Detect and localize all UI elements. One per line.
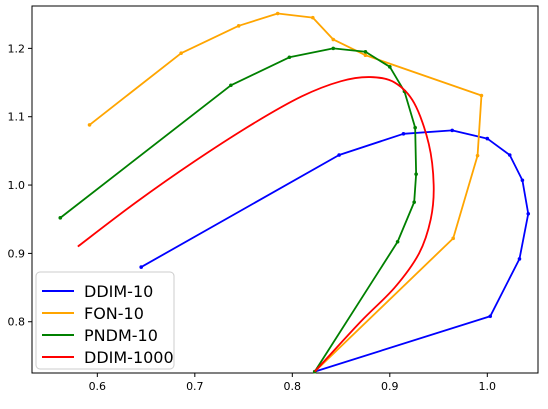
legend-label: FON-10 [84, 304, 144, 323]
data-point [488, 314, 493, 319]
data-point [388, 65, 392, 69]
data-point [507, 153, 512, 157]
data-point [414, 172, 418, 176]
data-point [475, 153, 480, 158]
y-axis: 0.8 0.9 1.0 1.1 1.2 [8, 42, 32, 329]
data-point [229, 83, 233, 88]
legend-entry: FON-10 [42, 304, 144, 323]
data-point [479, 93, 484, 98]
legend-label: PNDM-10 [84, 326, 158, 345]
data-point [87, 123, 92, 127]
data-point [58, 216, 63, 220]
series-line-pndm-10 [59, 47, 418, 373]
series-ddim-1000 [77, 76, 435, 373]
x-tick-label: 0.8 [284, 380, 302, 393]
data-point [310, 15, 315, 20]
data-point [526, 211, 531, 216]
y-tick-label: 0.9 [8, 247, 26, 260]
legend-box [35, 271, 175, 370]
legend-entries: DDIM-10 FON-10 PNDM-10 DDIM-1000 [42, 282, 174, 367]
data-point [275, 11, 280, 16]
data-point [331, 46, 336, 51]
legend-entry: DDIM-10 [42, 282, 153, 301]
data-point [337, 153, 341, 157]
x-tick-label: 0.7 [186, 380, 204, 393]
data-point [139, 265, 143, 269]
data-point [450, 128, 455, 133]
y-tick-label: 1.1 [8, 111, 26, 124]
data-point [485, 136, 490, 141]
x-tick-label: 0.9 [381, 380, 399, 393]
data-point [413, 125, 417, 130]
series-fon-10 [87, 11, 484, 374]
data-point [520, 178, 525, 183]
legend-label: DDIM-10 [84, 282, 153, 301]
data-point [331, 37, 336, 42]
data-point [401, 132, 406, 136]
y-tick-label: 1.2 [8, 42, 26, 55]
data-point [363, 49, 368, 54]
data-point [236, 24, 241, 28]
data-point [517, 257, 522, 261]
series-layer [58, 11, 531, 374]
legend-label: DDIM-1000 [84, 348, 174, 367]
y-tick-label: 1.0 [8, 179, 26, 192]
data-point [395, 239, 400, 244]
legend-entry: PNDM-10 [42, 326, 158, 345]
series-pndm-10 [58, 46, 418, 374]
data-point [451, 236, 455, 241]
legend: DDIM-10 FON-10 PNDM-10 DDIM-1000 [35, 271, 175, 370]
x-tick-label: 1.0 [479, 380, 497, 393]
legend-entry: DDIM-1000 [42, 348, 174, 367]
data-point [287, 55, 292, 60]
data-point [179, 51, 183, 55]
series-line-ddim-1000 [77, 76, 435, 373]
data-point [412, 200, 416, 204]
y-tick-label: 0.8 [8, 316, 26, 329]
x-axis: 0.6 0.7 0.8 0.9 1.0 [89, 373, 496, 393]
x-tick-label: 0.6 [89, 380, 107, 393]
data-point [363, 53, 368, 58]
